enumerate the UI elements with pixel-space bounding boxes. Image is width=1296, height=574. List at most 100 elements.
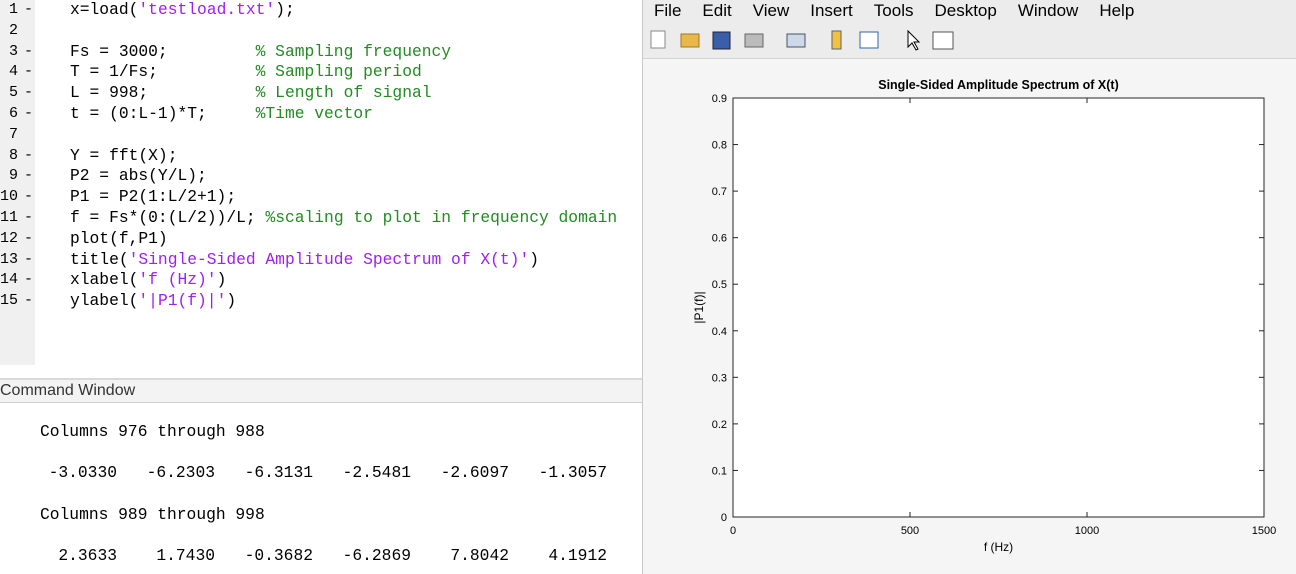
line-number-text: 5 [8, 84, 18, 102]
output-value: 2.3633 [58, 546, 117, 565]
code-segment: T = 1/Fs; [70, 62, 256, 82]
breakpoint-marker: - [24, 84, 34, 102]
link-icon[interactable] [786, 33, 806, 48]
code-segment: %Time vector [255, 104, 373, 123]
line-number-text: 3 [8, 42, 18, 60]
figure-window: File Edit View Insert Tools Desktop Window Help… [642, 0, 1296, 574]
y-tick-label: 0.2 [712, 419, 727, 431]
pointer-icon[interactable] [907, 29, 921, 51]
breakpoint-marker: - [24, 1, 34, 18]
menu-bar: File Edit View Insert Tools Desktop Window Help [643, 0, 1296, 22]
y-tick-label: 0.9 [712, 93, 727, 105]
code-line: xlabel('f (Hz)') [70, 270, 226, 289]
code-segment: %scaling to plot in frequency domain [265, 208, 618, 227]
menu-item[interactable]: Window [1017, 1, 1079, 20]
breakpoint-marker: - [24, 271, 34, 289]
menu-item[interactable]: Help [1099, 1, 1135, 20]
line-number-text: 12 [0, 229, 19, 247]
output-value: -6.3131 [244, 463, 313, 482]
breakpoint-marker: - [24, 167, 34, 185]
toolbar-icons [650, 29, 954, 51]
breakpoint-marker: - [24, 105, 34, 122]
new-icon[interactable] [650, 30, 666, 49]
code-segment: xlabel( [70, 270, 139, 290]
menu-item[interactable]: Tools [873, 1, 914, 20]
y-tick-label: 0.5 [712, 279, 727, 291]
menu-item[interactable]: View [752, 1, 790, 20]
panel-icon[interactable] [932, 31, 954, 50]
line-number: 1- [0, 1, 34, 18]
code-segment: 'f (Hz)' [138, 270, 217, 290]
line-number-text: 14 [0, 271, 19, 289]
breakpoint-marker: - [24, 250, 34, 268]
y-tick-label: 0.3 [712, 372, 727, 384]
line-gutter [0, 0, 35, 365]
line-number-text: 10 [0, 188, 19, 206]
code-line: plot(f,P1) [70, 229, 168, 248]
output-value: 4.1912 [548, 546, 607, 565]
x-axis-label: f (Hz) [984, 540, 1013, 554]
menu-item[interactable]: Edit [702, 1, 732, 20]
line-number: 6- [0, 105, 34, 122]
command-window-header: Command Window [0, 378, 642, 403]
y-tick-label: 0.4 [712, 326, 727, 338]
code-segment: x=load( [70, 0, 139, 19]
open-icon[interactable] [680, 33, 700, 48]
line-number-text: 15 [0, 292, 19, 310]
code-segment: ); [275, 0, 295, 19]
breakpoint-marker: - [24, 209, 34, 226]
code-line: f = Fs*(0:(L/2))/L; %scaling to plot in … [70, 208, 617, 227]
code-segment: % Sampling frequency [255, 41, 452, 61]
line-number-text: 6 [8, 105, 18, 122]
output-heading: Columns 976 through 988 [40, 422, 265, 441]
code-line: t = (0:L-1)*T; %Time vector [70, 104, 373, 123]
code-line: P2 = abs(Y/L); [70, 166, 207, 185]
breakpoint-marker: - [24, 292, 34, 310]
code-segment: ) [529, 249, 539, 269]
code-line: Y = fft(X); [70, 146, 177, 165]
code-segment: ) [226, 291, 237, 311]
line-number: 12- [0, 230, 34, 247]
code-segment: Y = fft(X); [70, 145, 178, 165]
breakpoint-marker: - [24, 188, 34, 206]
save-icon[interactable] [712, 31, 731, 50]
axes-background [732, 97, 1265, 518]
output-value: -3.0330 [48, 463, 117, 482]
legend-icon[interactable] [859, 31, 879, 49]
output-value: -0.3682 [244, 546, 313, 565]
code-segment: P1 = P2(1:L/2+1); [70, 187, 237, 207]
output-value: 7.8042 [450, 546, 509, 565]
line-number-text: 13 [0, 250, 19, 268]
output-value: -6.2869 [342, 546, 411, 565]
code-segment: % Sampling period [255, 62, 422, 82]
line-number: 9- [0, 167, 34, 184]
breakpoint-marker: - [24, 146, 34, 164]
editor-panel: 1- x=load('testload.txt'); 2 3- Fs = 3000; %… [0, 0, 642, 574]
code-segment: f = Fs*(0:(L/2))/L; [70, 208, 266, 227]
y-tick-label: 0.1 [712, 465, 727, 477]
line-number: 4- [0, 63, 34, 80]
output-value: 1.7430 [156, 546, 215, 565]
menu-item[interactable]: Desktop [934, 1, 997, 20]
print-icon[interactable] [744, 33, 764, 48]
plot-area: Single-Sided Amplitude Spectrum of X(t) f… [692, 78, 1276, 554]
y-tick-label: 0.8 [712, 140, 727, 152]
line-number: 15- [0, 292, 34, 309]
code-line: ylabel('|P1(f)|') [70, 291, 236, 310]
output-heading: Columns 989 through 998 [40, 505, 265, 524]
y-tick-label: 0 [721, 512, 727, 524]
menu-item[interactable]: Insert [810, 1, 853, 20]
toolbar [643, 22, 1296, 59]
line-number: 11- [0, 209, 34, 226]
menu-item[interactable]: File [654, 1, 682, 20]
breakpoint-marker: - [24, 63, 34, 81]
code-segment: '|P1(f)|' [138, 291, 227, 311]
x-tick-label: 1500 [1252, 525, 1276, 537]
line-number: 10- [0, 188, 34, 205]
output-value: -2.6097 [440, 463, 509, 482]
line-number: 7 [0, 126, 34, 143]
x-tick-label: 1000 [1075, 525, 1099, 537]
chart-title: Single-Sided Amplitude Spectrum of X(t) [878, 78, 1119, 92]
colorbar-icon[interactable] [831, 30, 842, 50]
